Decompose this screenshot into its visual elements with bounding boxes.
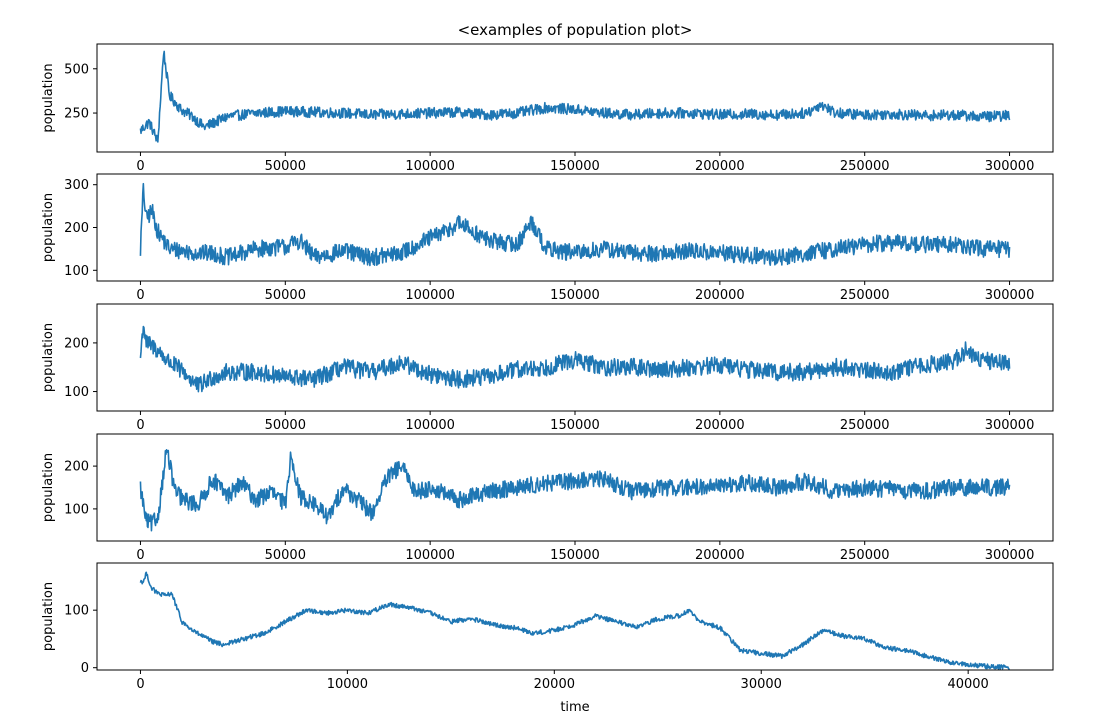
- panel-2: 0 50000 100000 150000 200000 250000 300000 100 2…: [41, 173, 1054, 303]
- series-line: [139, 571, 1010, 670]
- series-line: [139, 325, 1011, 393]
- x-tick-label: 0: [136, 677, 144, 692]
- axes-frame: [96, 43, 1054, 153]
- y-axis-label: population: [41, 193, 56, 262]
- x-tick-label: 100000: [405, 548, 455, 563]
- x-tick-label: 100000: [405, 159, 455, 174]
- y-axis-label: population: [41, 453, 56, 522]
- x-tick-label: 0: [136, 159, 144, 174]
- x-tick-label: 30000: [741, 677, 782, 692]
- x-tick-label: 150000: [550, 548, 600, 563]
- y-tick-label: 500: [64, 62, 89, 77]
- x-tick-label: 0: [136, 548, 144, 563]
- x-tick-label: 250000: [840, 288, 890, 303]
- x-tick-label: 150000: [550, 418, 600, 433]
- x-tick-label: 300000: [985, 548, 1035, 563]
- x-tick-label: 100000: [405, 418, 455, 433]
- x-tick-label: 50000: [265, 548, 306, 563]
- panel-5: 0 10000 20000 30000 40000 0 100 population: [41, 562, 1054, 692]
- y-axis-label: population: [41, 323, 56, 392]
- x-tick-label: 40000: [947, 677, 988, 692]
- x-tick-label: 50000: [265, 159, 306, 174]
- y-tick-label: 100: [64, 604, 89, 619]
- y-tick-label: 100: [64, 502, 89, 517]
- x-tick-label: 200000: [695, 548, 745, 563]
- x-tick-label: 50000: [265, 288, 306, 303]
- y-tick-label: 100: [64, 264, 89, 279]
- axes-frame: [96, 562, 1054, 671]
- y-tick-label: 0: [81, 661, 89, 676]
- y-axis-label: population: [41, 582, 56, 651]
- x-tick-label: 300000: [985, 159, 1035, 174]
- panel-4: 0 50000 100000 150000 200000 250000 300000 100 2…: [41, 433, 1054, 563]
- panel-3: 0 50000 100000 150000 200000 250000 300000 100 2…: [41, 303, 1054, 433]
- y-tick-label: 200: [64, 221, 89, 236]
- x-tick-label: 200000: [695, 418, 745, 433]
- y-tick-label: 300: [64, 178, 89, 193]
- x-tick-label: 50000: [265, 418, 306, 433]
- series-line: [139, 50, 1011, 143]
- x-tick-label: 250000: [840, 548, 890, 563]
- x-tick-label: 10000: [327, 677, 368, 692]
- series-line: [139, 182, 1011, 267]
- x-tick-label: 100000: [405, 288, 455, 303]
- y-tick-label: 200: [64, 336, 89, 351]
- x-axis-label: time: [560, 700, 589, 715]
- axes-frame: [96, 173, 1054, 282]
- x-tick-label: 150000: [550, 288, 600, 303]
- y-axis-label: population: [41, 63, 56, 132]
- x-tick-label: 20000: [534, 677, 575, 692]
- chart-panels: 0 50000 100000 150000 200000 250000 3000002505…: [41, 43, 1054, 692]
- chart-title: <examples of population plot>: [458, 21, 693, 39]
- x-tick-label: 150000: [550, 159, 600, 174]
- x-tick-label: 250000: [840, 418, 890, 433]
- x-tick-label: 0: [136, 418, 144, 433]
- y-tick-label: 200: [64, 460, 89, 475]
- x-tick-label: 0: [136, 288, 144, 303]
- x-tick-label: 300000: [985, 418, 1035, 433]
- y-tick-label: 250: [64, 107, 89, 122]
- y-tick-label: 100: [64, 385, 89, 400]
- panel-1: 0 50000 100000 150000 200000 250000 300000 250 5…: [41, 43, 1054, 174]
- x-tick-label: 250000: [840, 159, 890, 174]
- x-tick-label: 200000: [695, 288, 745, 303]
- x-tick-label: 300000: [985, 288, 1035, 303]
- x-tick-label: 200000: [695, 159, 745, 174]
- series-line: [139, 449, 1011, 532]
